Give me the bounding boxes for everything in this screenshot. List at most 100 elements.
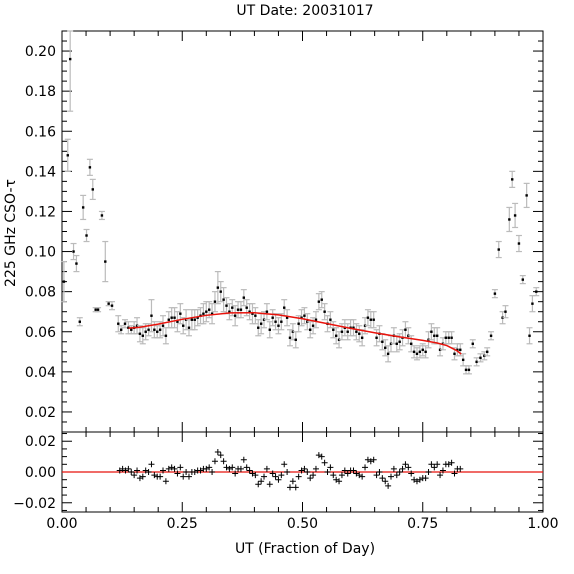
- residual-point: [266, 481, 273, 488]
- residual-point: [261, 473, 268, 480]
- data-point: [119, 328, 123, 331]
- data-point: [332, 328, 335, 331]
- data-point: [123, 322, 127, 325]
- data-point: [164, 334, 168, 337]
- residual-point: [425, 469, 432, 475]
- data-point: [78, 320, 81, 323]
- data-point: [94, 308, 97, 311]
- residual-point: [203, 465, 210, 472]
- residual-point: [390, 465, 397, 472]
- data-point: [372, 318, 375, 321]
- residual-point: [312, 465, 319, 472]
- residual-point: [364, 456, 371, 463]
- data-point: [219, 290, 222, 293]
- data-point: [521, 278, 524, 281]
- residual-point: [281, 461, 288, 468]
- residual-point: [416, 476, 423, 483]
- residual-panel: 0.00 0.25 0.50 0.75 1.00 −0.02 0.00 0.02: [13, 431, 559, 532]
- data-point: [360, 336, 364, 339]
- data-point: [222, 298, 225, 301]
- residual-point: [402, 461, 409, 468]
- residual-point: [376, 469, 383, 475]
- residual-point: [255, 481, 262, 488]
- data-point: [283, 306, 286, 309]
- residual-point: [157, 473, 164, 480]
- residual-point: [341, 467, 348, 474]
- residual-point: [408, 470, 415, 477]
- residual-point: [269, 470, 276, 477]
- data-point: [334, 334, 338, 337]
- data-point: [430, 330, 433, 333]
- data-point: [268, 328, 271, 331]
- residual-point: [457, 465, 464, 472]
- data-point: [311, 324, 315, 327]
- data-point: [66, 154, 69, 157]
- data-point: [138, 332, 142, 335]
- residual-point: [362, 464, 369, 471]
- residual-point: [445, 461, 452, 468]
- residual-point: [327, 464, 334, 471]
- data-point: [277, 324, 280, 327]
- y-axis-label: 225 GHz CSO-τ: [3, 179, 19, 287]
- data-point: [213, 300, 217, 303]
- residual-point: [422, 475, 429, 482]
- data-point: [257, 326, 260, 329]
- residual-point: [128, 469, 135, 475]
- data-point: [150, 314, 153, 317]
- data-point: [329, 318, 332, 321]
- data-point: [173, 316, 176, 319]
- residual-point: [431, 464, 438, 471]
- residual-point: [211, 458, 218, 465]
- residual-point: [206, 464, 213, 471]
- data-point: [456, 348, 459, 351]
- data-point: [511, 178, 514, 181]
- data-point: [435, 334, 439, 337]
- data-point: [384, 346, 387, 349]
- y-tick-label: 0.04: [25, 365, 56, 381]
- y-tick-label: 0.10: [25, 245, 56, 261]
- residual-point: [183, 469, 190, 475]
- data-point: [285, 316, 289, 319]
- residual-point: [448, 459, 455, 466]
- y-tick-label: 0.08: [25, 285, 56, 301]
- y-tick-label: 0.00: [25, 465, 56, 481]
- x-tick-label: 1.00: [527, 516, 558, 532]
- data-point: [433, 334, 436, 337]
- residual-point: [321, 459, 328, 466]
- data-point: [271, 316, 274, 319]
- residual-point: [263, 465, 270, 472]
- residual-point: [229, 464, 236, 471]
- residual-point: [185, 473, 192, 480]
- data-point: [68, 57, 72, 61]
- residual-point: [119, 465, 126, 472]
- residual-point: [367, 458, 374, 465]
- residual-point: [246, 467, 253, 474]
- data-point: [317, 300, 321, 303]
- residual-point: [217, 452, 224, 459]
- residual-point: [226, 465, 233, 472]
- y-tick-label: 0.02: [25, 434, 56, 450]
- data-point: [259, 322, 263, 325]
- data-point: [366, 316, 370, 319]
- residual-point: [413, 478, 420, 485]
- residual-point: [451, 470, 458, 477]
- data-point: [412, 350, 416, 353]
- data-point: [314, 318, 318, 321]
- residual-point: [382, 478, 389, 485]
- data-point: [471, 342, 474, 345]
- data-point: [410, 342, 413, 345]
- data-point: [141, 334, 145, 337]
- y-tick-label: 0.06: [25, 325, 56, 341]
- residual-point: [148, 461, 155, 468]
- residual-point: [289, 478, 296, 485]
- data-point: [381, 340, 384, 343]
- residual-point: [396, 469, 403, 475]
- data-point: [288, 336, 292, 339]
- residual-point: [139, 473, 146, 480]
- data-point: [294, 338, 297, 341]
- residual-point: [336, 478, 343, 485]
- data-point: [245, 306, 248, 309]
- residual-point: [344, 470, 351, 477]
- data-point: [144, 330, 147, 333]
- data-point: [81, 206, 85, 209]
